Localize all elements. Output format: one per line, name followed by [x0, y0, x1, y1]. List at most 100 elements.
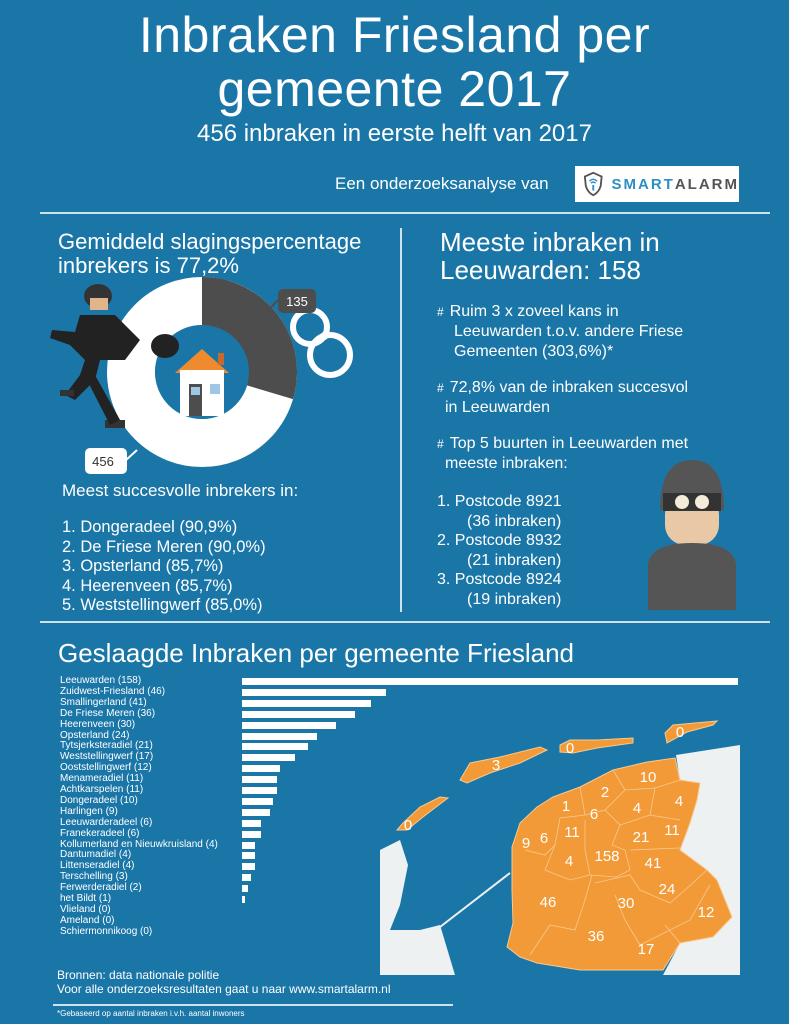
map-label: 11	[664, 822, 680, 839]
bar-achtkarspelen	[242, 787, 277, 794]
smartalarm-logo: SMARTALARM	[575, 166, 739, 202]
list-item: 2. De Friese Meren (90,0%)	[62, 537, 266, 556]
land-groningen	[663, 745, 740, 975]
caught-label: 135	[286, 294, 308, 309]
map-label: 10	[640, 769, 657, 786]
burglar-head-icon	[648, 460, 736, 610]
map-label: 24	[659, 881, 676, 898]
map-label: 0	[566, 740, 574, 757]
bar-label: Ooststellingwerf (12)	[60, 762, 152, 774]
map-label: 6	[540, 830, 548, 847]
footnote: *Gebaseerd op aantal inbraken i.v.h. aan…	[57, 1009, 245, 1018]
afsluitdijk	[439, 872, 511, 928]
house-icon	[175, 349, 229, 416]
bullet-2: #72,8% van de inbraken succesvol in Leeuw…	[437, 379, 689, 416]
bar-label: Littenseradiel (4)	[60, 860, 135, 872]
map-label: 9	[522, 835, 530, 852]
total-label: 456	[92, 454, 114, 469]
leeuwarden-heading: Meeste inbraken in Leeuwarden: 158	[440, 227, 660, 285]
bar-menameradiel	[242, 776, 277, 784]
bar-label: Vlieland (0)	[60, 903, 111, 915]
municipal-borders	[524, 769, 711, 956]
map-label: 2	[601, 784, 609, 801]
bar-label: Leeuwarderadeel (6)	[60, 816, 153, 828]
map-vlieland	[395, 796, 450, 831]
by-text: Een onderzoeksanalyse van	[335, 174, 549, 193]
bar-littenseradiel	[242, 863, 255, 871]
bar-label: Franekeradeel (6)	[60, 827, 140, 839]
bullet-1: # Ruim 3 x zoveel kans in Leeuwarden t.o.v…	[437, 303, 684, 360]
list-item: 3. Opsterland (85,7%)	[62, 557, 224, 575]
bar-label: Smallingerland (41)	[60, 696, 147, 708]
bar-label: Menameradiel (11)	[60, 773, 144, 785]
map-label: 17	[638, 941, 655, 958]
map-label: 46	[540, 894, 557, 911]
bar-label: Tytsjerksteradiel (21)	[60, 740, 153, 752]
bar-harlingen	[242, 808, 271, 816]
list-item: 1. Dongeradeel (90,9%)	[62, 518, 238, 536]
map-label: 3	[492, 757, 500, 774]
total-callout	[85, 448, 127, 474]
list-item: 1. Postcode 8921	[437, 493, 562, 510]
bar-leeuwarden	[242, 678, 738, 685]
bar-label: Weststellingwerf (17)	[60, 751, 154, 763]
bar-label: Schiermonnikoog (0)	[60, 925, 153, 937]
divider	[400, 228, 402, 612]
bar-terschelling	[242, 874, 252, 882]
map-label: 4	[633, 800, 641, 817]
bar-franekeradeel	[242, 830, 261, 838]
handcuffs-icon	[290, 307, 353, 378]
burglar-icon	[50, 284, 179, 428]
bar-label: Opsterland (24)	[60, 729, 130, 741]
map-terschelling	[459, 746, 549, 784]
bar-leeuwarderadeel	[242, 819, 261, 827]
bar-label: Dantumadiel (4)	[60, 849, 132, 861]
bar-dongeradeel	[242, 797, 274, 805]
divider	[53, 1004, 453, 1006]
caught-callout	[278, 289, 316, 313]
bar-label: Ameland (0)	[60, 914, 115, 926]
map-label: 11	[564, 824, 580, 841]
land-noord-holland	[380, 840, 455, 975]
bar-het-bildt	[242, 896, 246, 903]
bullet-3: # Top 5 buurten in Leeuwarden met meeste i…	[437, 435, 689, 472]
map-schiermonnikoog	[664, 720, 719, 744]
logo-text-alarm: ALARM	[674, 175, 739, 193]
bar-kollumerland-en-nieuwkruisland	[242, 841, 255, 849]
bar-label: De Friese Meren (36)	[60, 707, 156, 719]
divider	[40, 621, 770, 623]
bar-opsterland	[242, 732, 318, 740]
list-title: Meest succesvolle inbrekers in:	[62, 481, 299, 500]
list-item: 4. Heerenveen (85,7%)	[62, 576, 233, 595]
list-item: 2. Postcode 8932	[437, 532, 562, 549]
map-label: 41	[645, 855, 662, 872]
list-item: 3. Postcode 8924	[437, 571, 562, 588]
bar-heerenveen	[242, 721, 337, 729]
top-municipalities-list: 1. Dongeradeel (90,9%) 2. De Friese Meren…	[62, 518, 266, 616]
bar-de-friese-meren	[242, 710, 355, 718]
bar-label: Dongeradeel (10)	[60, 794, 138, 806]
bar-tytsjerksteradiel	[242, 743, 308, 751]
page-title-line2: gemeente 2017	[217, 61, 572, 117]
bar-label: Zuidwest-Friesland (46)	[60, 685, 166, 697]
map-label: 30	[618, 895, 635, 912]
bar-label: Leeuwarden (158)	[60, 675, 142, 686]
map-ameland	[559, 737, 634, 754]
page-title-line1: Inbraken Friesland per	[138, 7, 651, 63]
shield-icon	[583, 171, 603, 197]
bar-label: het Bildt (1)	[60, 893, 112, 904]
map-label: 6	[590, 806, 598, 823]
list-item: 5. Weststellingwerf (85,0%)	[62, 596, 263, 614]
subtitle: 456 inbraken in eerste helft van 2017	[197, 120, 592, 147]
bar-ferwerderadiel	[242, 885, 249, 893]
divider	[40, 212, 770, 214]
map-label: 0	[676, 724, 684, 741]
map-label: 4	[565, 853, 573, 870]
bar-label: Harlingen (9)	[60, 805, 118, 817]
bar-ooststellingwerf	[242, 765, 280, 773]
sources: Bronnen: data nationale politie Voor alle…	[57, 968, 391, 996]
map-label: 12	[698, 904, 715, 921]
bar-weststellingwerf	[242, 754, 296, 762]
bar-label: Kollumerland en Nieuwkruisland (4)	[60, 838, 218, 850]
